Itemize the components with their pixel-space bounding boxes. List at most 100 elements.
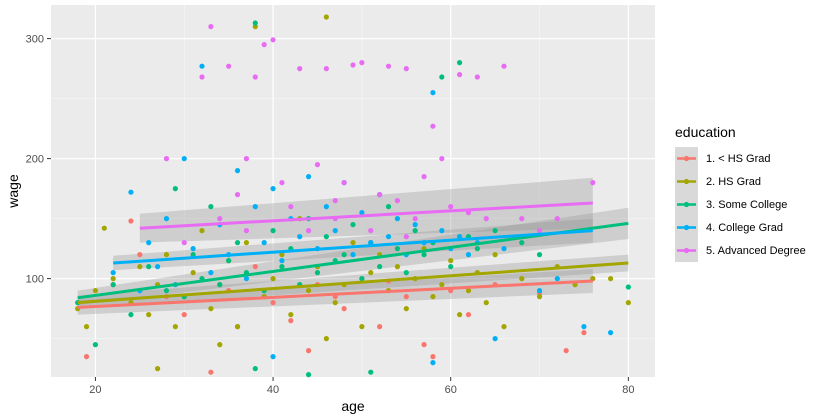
x-tick-label: 20: [89, 384, 101, 396]
legend-label: 5. Advanced Degree: [706, 245, 806, 257]
x-tick-label: 80: [622, 384, 634, 396]
data-point: [234, 240, 241, 246]
data-point: [377, 324, 383, 330]
data-point: [377, 192, 383, 198]
data-point: [252, 204, 258, 210]
data-point: [430, 354, 436, 360]
data-point: [421, 342, 427, 348]
data-point: [270, 228, 276, 234]
data-point: [536, 294, 543, 300]
data-point: [181, 156, 187, 162]
data-point: [279, 180, 285, 186]
data-point: [208, 306, 214, 312]
confidence-band: [139, 177, 593, 243]
data-point: [359, 210, 365, 216]
data-point: [92, 288, 99, 294]
data-point: [456, 312, 463, 318]
data-point: [279, 264, 285, 270]
data-point: [110, 276, 116, 282]
data-point: [394, 198, 401, 204]
data-point: [465, 288, 472, 294]
trend-line: [77, 261, 629, 305]
data-point: [394, 246, 401, 252]
data-point: [110, 282, 116, 288]
legend-key-point: [683, 178, 690, 185]
data-point: [181, 312, 187, 318]
data-point: [270, 37, 276, 43]
data-point: [439, 74, 445, 80]
data-point: [359, 324, 365, 330]
data-point: [385, 234, 392, 240]
data-point: [83, 324, 90, 330]
legend-label: 1. < HS Grad: [706, 153, 771, 165]
data-point: [208, 369, 214, 375]
data-point: [154, 264, 161, 270]
data-point: [536, 288, 543, 294]
data-point: [199, 74, 205, 80]
data-point: [288, 204, 294, 210]
data-point: [474, 246, 480, 252]
data-point: [492, 228, 498, 234]
data-point: [332, 198, 338, 204]
legend: education 1. < HS Grad 2. HS Grad 3. Some …: [675, 124, 806, 262]
data-point: [385, 204, 392, 210]
data-point: [439, 228, 445, 234]
data-point: [332, 300, 338, 306]
data-point: [519, 216, 525, 222]
data-point: [146, 240, 152, 246]
data-point: [430, 123, 436, 129]
legend-key-point: [683, 247, 690, 254]
data-point: [305, 348, 312, 354]
data-point: [252, 20, 258, 26]
data-point: [252, 24, 258, 30]
data-point: [252, 74, 258, 80]
data-point: [350, 62, 356, 68]
data-point: [297, 66, 303, 72]
data-point: [607, 276, 614, 282]
legend-label: 2. HS Grad: [706, 176, 761, 188]
x-tick-label: 60: [445, 384, 457, 396]
data-point: [208, 270, 214, 276]
data-point: [403, 66, 409, 72]
data-point: [368, 369, 374, 375]
data-point: [394, 216, 401, 222]
data-point: [226, 258, 232, 264]
data-point: [314, 162, 321, 168]
data-point: [456, 60, 463, 66]
data-point: [252, 264, 258, 270]
data-point: [332, 228, 338, 234]
data-point: [536, 252, 543, 258]
data-point: [323, 204, 329, 210]
data-point: [305, 288, 312, 294]
data-point: [368, 240, 374, 246]
data-point: [234, 192, 241, 198]
legend-label: 3. Some College: [706, 199, 787, 211]
data-point: [163, 288, 170, 294]
data-point: [163, 252, 170, 258]
data-point: [439, 282, 445, 288]
data-point: [501, 246, 507, 252]
major-gridlines: [51, 5, 655, 377]
data-point: [519, 276, 525, 282]
data-point: [190, 270, 196, 276]
data-point: [359, 60, 365, 66]
data-point: [385, 63, 392, 69]
data-point: [412, 222, 418, 228]
data-point: [261, 240, 267, 246]
data-point: [288, 312, 294, 318]
data-point: [190, 246, 196, 252]
data-point: [501, 63, 507, 69]
data-point: [323, 14, 329, 20]
trend-line: [113, 229, 593, 265]
minor-gridlines: [51, 5, 655, 377]
data-point: [474, 74, 480, 80]
data-point: [421, 252, 427, 258]
data-point: [519, 240, 525, 246]
data-point: [128, 189, 134, 195]
data-point: [270, 354, 276, 360]
data-point: [110, 270, 116, 276]
data-point: [217, 282, 223, 288]
data-point: [199, 228, 205, 234]
data-point: [234, 168, 241, 174]
